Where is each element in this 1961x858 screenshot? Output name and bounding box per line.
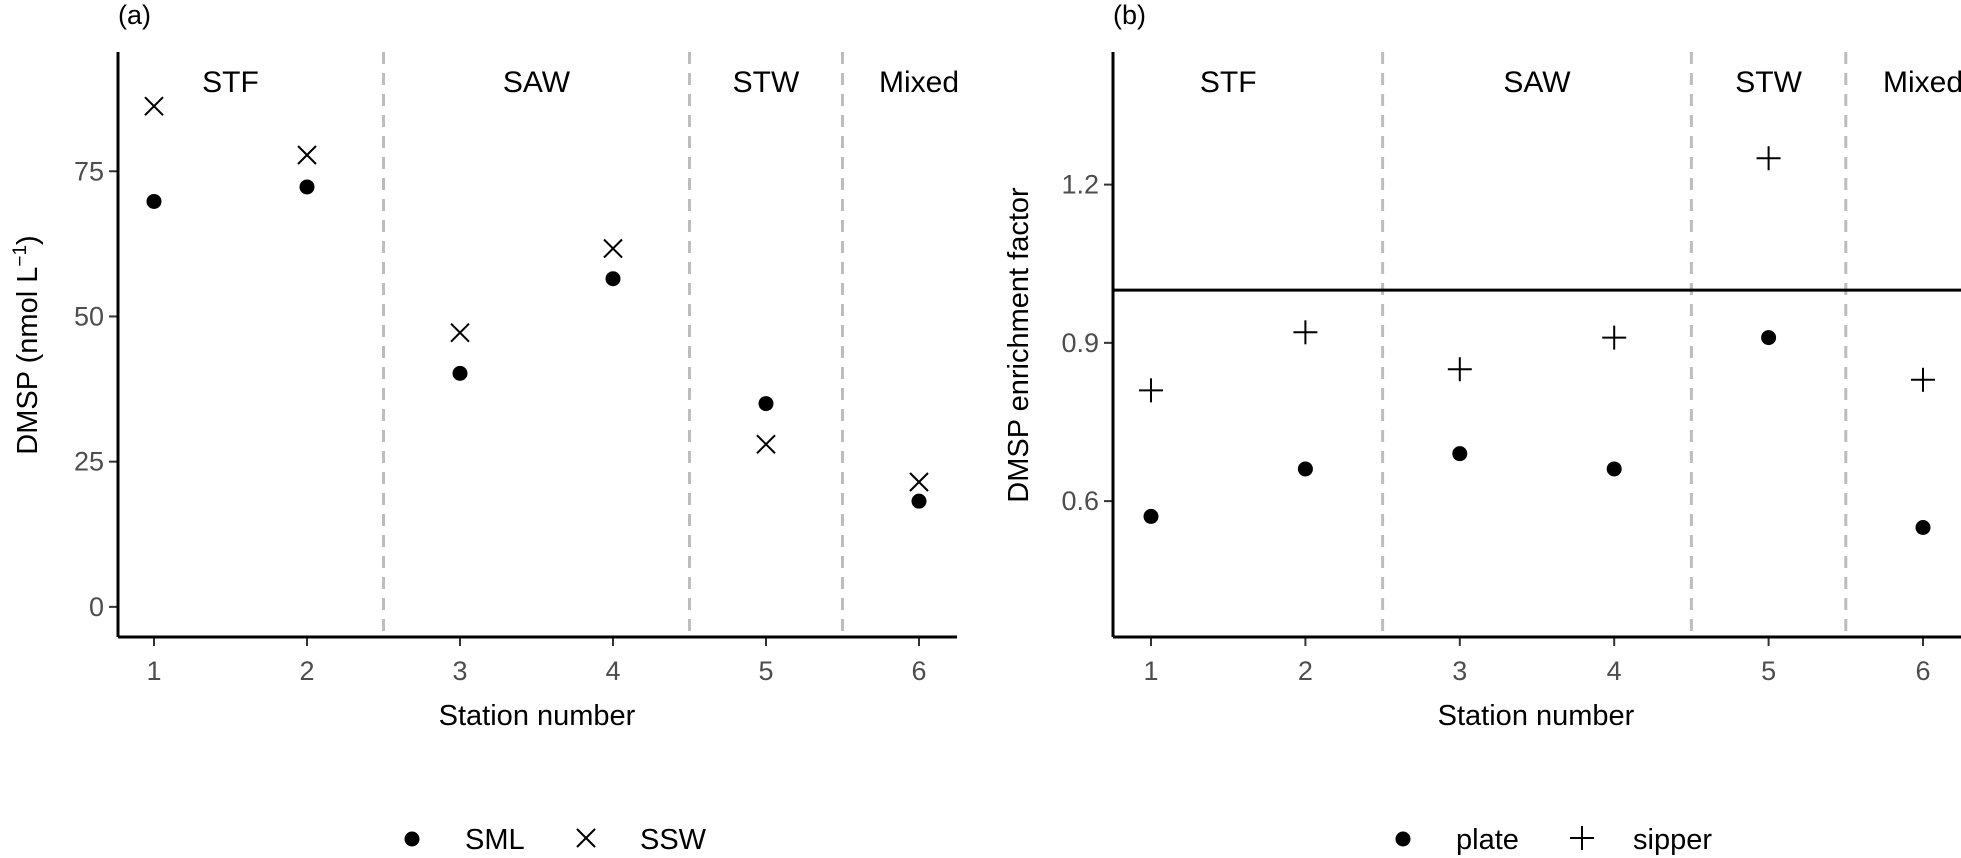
- point-plate-station-2: [1297, 461, 1313, 477]
- point-plate-station-5: [1761, 330, 1777, 346]
- y-tick-label: 0.9: [1061, 328, 1099, 358]
- y-tick-label: 0.6: [1061, 486, 1099, 516]
- x-tick-label: 2: [299, 656, 314, 686]
- region-label-saw: SAW: [503, 66, 571, 99]
- y-axis-title: DMSP enrichment factor: [1003, 187, 1035, 503]
- point-sml-station-2: [299, 179, 315, 195]
- region-dividers: [1381, 52, 1848, 637]
- point-plate-station-6: [1915, 519, 1931, 535]
- x-tick-label: 1: [146, 656, 161, 686]
- region-label-stf: STF: [1200, 66, 1257, 99]
- x-axis-ticks: 1 2 3 4 5 6: [146, 637, 927, 686]
- data-points: [144, 96, 929, 509]
- point-sipper-station-3: [1447, 357, 1472, 382]
- x-tick-label: 6: [911, 656, 926, 686]
- panel-a-dmsp-concentration: (a) STF SAW STW Mixed 0 25 50 75 1 2 3 4 5 6 Statio…: [10, 0, 959, 856]
- x-tick-label: 4: [605, 656, 620, 686]
- y-tick-label: 25: [74, 447, 104, 477]
- region-label-mixed: Mixed: [879, 66, 959, 99]
- x-axis-ticks: 1 2 3 4 5 6: [1143, 637, 1931, 686]
- x-tick-label: 4: [1607, 656, 1622, 686]
- point-sipper-station-2: [1293, 320, 1318, 345]
- y-axis-title-exponent: −1: [10, 245, 31, 267]
- legend-label-plate: plate: [1456, 824, 1519, 856]
- x-tick-label: 3: [452, 656, 467, 686]
- legend-label-sipper: sipper: [1633, 824, 1712, 856]
- region-label-stw: STW: [1735, 66, 1802, 99]
- panel-b-enrichment-factor: (b) STF SAW STW Mixed 0.6 0.9 1.2 1 2 3 4 5 6 Stat…: [1003, 0, 1961, 856]
- point-sml-station-6: [911, 493, 927, 509]
- y-tick-label: 0: [89, 592, 104, 622]
- panel-a-label: (a): [118, 0, 151, 30]
- y-axis-title: DMSP (nmol L−1): [10, 235, 44, 454]
- y-axis-ticks: 0.6 0.9 1.2: [1061, 170, 1113, 516]
- y-tick-label: 50: [74, 301, 104, 331]
- point-ssw-station-3: [450, 323, 470, 343]
- region-label-stw: STW: [733, 66, 800, 99]
- point-sipper-station-6: [1911, 367, 1935, 392]
- region-labels: STF SAW STW Mixed: [202, 66, 959, 99]
- x-axis-title: Station number: [439, 700, 636, 732]
- point-ssw-station-1: [144, 96, 164, 116]
- y-axis-title-main: DMSP (nmol L: [12, 267, 44, 455]
- point-sml-station-1: [146, 193, 162, 209]
- y-axis-ticks: 0 25 50 75: [74, 156, 118, 622]
- region-label-mixed: Mixed: [1883, 66, 1961, 99]
- legend-marker-sipper: [1570, 826, 1594, 850]
- point-sipper-station-4: [1602, 325, 1627, 350]
- x-tick-label: 5: [1761, 656, 1776, 686]
- point-sml-station-3: [452, 365, 468, 381]
- region-dividers: [382, 52, 844, 637]
- y-tick-label: 75: [74, 156, 104, 186]
- point-sipper-station-1: [1139, 378, 1163, 403]
- point-ssw-station-6: [909, 472, 929, 492]
- legend-marker-sml: [404, 831, 420, 847]
- legend: plate sipper: [1395, 824, 1712, 856]
- legend-label-sml: SML: [465, 824, 525, 856]
- data-points: [1139, 146, 1935, 535]
- y-tick-label: 1.2: [1061, 170, 1099, 200]
- panel-b-label: (b): [1113, 0, 1146, 30]
- x-tick-label: 1: [1143, 656, 1158, 686]
- region-labels: STF SAW STW Mixed: [1200, 66, 1961, 99]
- x-tick-label: 3: [1452, 656, 1467, 686]
- x-tick-label: 5: [758, 656, 773, 686]
- region-label-stf: STF: [202, 66, 259, 99]
- point-ssw-station-4: [603, 238, 623, 259]
- point-ssw-station-2: [297, 145, 317, 165]
- region-label-saw: SAW: [1503, 66, 1571, 99]
- point-sml-station-4: [605, 271, 621, 287]
- legend-marker-plate: [1395, 831, 1411, 847]
- x-tick-label: 6: [1915, 656, 1930, 686]
- y-axis-title-close: ): [12, 235, 44, 245]
- legend-marker-ssw: [576, 828, 596, 848]
- legend-label-ssw: SSW: [640, 824, 707, 856]
- point-plate-station-3: [1452, 446, 1468, 462]
- legend: SML SSW: [404, 824, 707, 856]
- point-ssw-station-5: [756, 434, 776, 454]
- point-sml-station-5: [758, 396, 774, 412]
- point-plate-station-4: [1606, 461, 1622, 477]
- point-plate-station-1: [1143, 508, 1159, 524]
- x-tick-label: 2: [1298, 656, 1313, 686]
- point-sipper-station-5: [1756, 146, 1781, 171]
- x-axis-title: Station number: [1438, 700, 1635, 732]
